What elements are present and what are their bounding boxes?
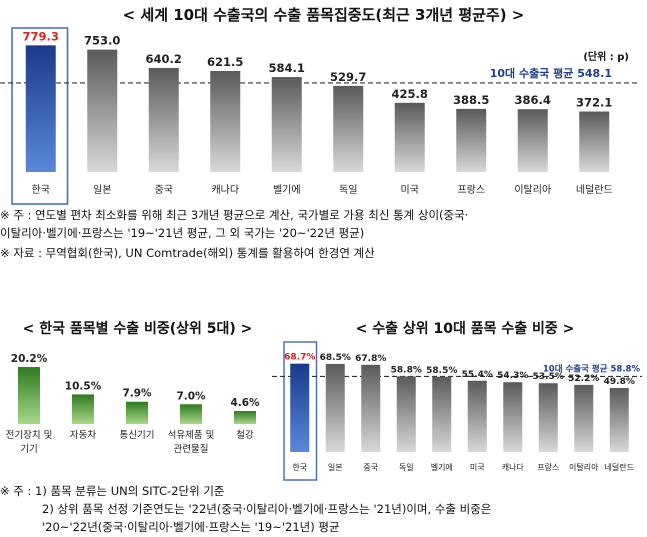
value-label-3: 58.8% xyxy=(391,365,422,375)
value-label-6: 425.8 xyxy=(392,87,428,101)
bar-2 xyxy=(126,401,148,424)
value-label-2: 67.8% xyxy=(355,354,386,364)
category-label-4: 벨기에 xyxy=(431,462,453,472)
value-label-7: 53.5% xyxy=(533,372,564,382)
bar-5 xyxy=(467,380,487,452)
value-label-0: 68.7% xyxy=(284,353,315,363)
korea-items-chart: 20.2% 전기장치 및기기 10.5% 자동차 7.9% 통신기기 7.0% 석유제품 및관… xyxy=(6,353,260,455)
value-label-4: 4.6% xyxy=(230,397,260,409)
bar-4 xyxy=(234,411,256,424)
bar-4 xyxy=(432,376,452,452)
value-label-0: 779.3 xyxy=(23,29,59,43)
value-label-5: 529.7 xyxy=(330,70,366,84)
footnote-2: 2) 상위 품목 선정 기준연도는 '22년(중국·이탈리아·벨기에·프랑스는 … xyxy=(42,502,492,516)
top-note-3: ※ 자료 : 무역협회(한국), UN Comtrade(해외) 통계를 활용하… xyxy=(0,246,375,260)
value-label-1: 10.5% xyxy=(65,380,102,392)
value-label-6: 54.3% xyxy=(497,371,528,381)
highlight-box xyxy=(11,27,69,205)
category-label-7: 프랑스 xyxy=(537,462,559,472)
average-label: 10대 수출국 평균 58.8% xyxy=(543,363,641,374)
category-label-4: 벨기에 xyxy=(273,184,301,196)
category-label-9: 네덜란드 xyxy=(576,184,613,196)
value-label-9: 49.8% xyxy=(604,377,635,387)
category-label-9: 네덜란드 xyxy=(605,462,634,472)
category-label-0: 한국 xyxy=(32,184,50,196)
bar-7 xyxy=(538,383,558,452)
category-label-2: 중국 xyxy=(363,463,378,472)
category-label-5: 독일 xyxy=(339,184,357,196)
category-label-8: 이탈리아 xyxy=(514,183,551,196)
category-label-1: 일본 xyxy=(93,184,111,196)
bar-5 xyxy=(333,85,364,172)
bar-6 xyxy=(394,102,425,172)
value-label-3: 621.5 xyxy=(207,55,243,69)
value-label-3: 7.0% xyxy=(176,390,206,402)
category-label-0-line-1: 기기 xyxy=(20,444,37,455)
value-label-0: 20.2% xyxy=(11,353,48,365)
bar-3 xyxy=(396,376,416,452)
bar-1 xyxy=(325,363,345,452)
value-label-2: 7.9% xyxy=(122,388,152,400)
value-label-8: 386.4 xyxy=(515,93,551,107)
bar-7 xyxy=(456,108,487,172)
top-chart-title: < 세계 10대 수출국의 수출 품목집중도(최근 3개년 평균주) > xyxy=(122,6,525,24)
bar-0 xyxy=(18,367,40,424)
value-label-1: 753.0 xyxy=(84,34,120,48)
bar-8 xyxy=(517,109,548,172)
bar-3 xyxy=(210,71,241,172)
bar-4 xyxy=(271,77,302,172)
category-label-7: 프랑스 xyxy=(457,184,485,196)
top-note-2: 이탈리아·벨기에·프랑스는 '19~'21년 평균, 그 외 국가는 '20~'… xyxy=(0,226,365,240)
bar-9 xyxy=(609,387,629,452)
value-label-9: 372.1 xyxy=(576,96,612,110)
category-label-0: 한국 xyxy=(292,463,307,472)
bar-9 xyxy=(579,111,610,172)
highlight-box xyxy=(283,341,318,481)
bar-0 xyxy=(290,363,310,452)
value-label-4: 584.1 xyxy=(269,61,305,75)
category-label-8: 이탈리아 xyxy=(569,462,599,472)
bar-2 xyxy=(361,364,381,452)
category-label-3-line-1: 관련물질 xyxy=(174,443,209,455)
category-label-0-line-0: 전기장치 및 xyxy=(6,429,53,441)
value-label-1: 68.5% xyxy=(320,353,351,363)
value-label-8: 52.2% xyxy=(568,374,599,384)
top-note-1: ※ 주 : 연도별 편차 최소화를 위해 최근 3개년 평균으로 계산, 국가별… xyxy=(0,208,469,222)
category-label-2: 중국 xyxy=(155,184,173,196)
bar-1 xyxy=(72,394,94,424)
value-label-5: 55.4% xyxy=(462,370,493,380)
category-label-5: 미국 xyxy=(470,463,485,472)
average-label: 10대 수출국 평균 548.1 xyxy=(490,66,612,80)
bar-2 xyxy=(148,67,179,172)
bar-1 xyxy=(87,49,118,173)
category-label-3-line-0: 석유제품 및 xyxy=(168,429,215,441)
value-label-2: 640.2 xyxy=(146,52,182,66)
bottom-left-title: < 한국 품목별 수출 비중(상위 5대) > xyxy=(22,321,253,337)
top-unit-label: (단위 : p) xyxy=(583,52,629,63)
value-label-7: 388.5 xyxy=(453,93,489,107)
bar-6 xyxy=(503,382,523,452)
category-label-3: 캐나다 xyxy=(211,184,239,196)
footnote-1: ※ 주 : 1) 품목 분류는 UN의 SITC-2단위 기준 xyxy=(0,484,225,498)
category-label-6: 캐나다 xyxy=(502,463,525,472)
category-label-3: 독일 xyxy=(399,463,414,472)
bar-8 xyxy=(574,384,594,452)
top10-share-chart: 10대 수출국 평균 58.8% 68.7% 한국 68.5% 일본 67.8% 중국 58.… xyxy=(272,341,642,481)
top-concentration-chart: 10대 수출국 평균 548.1 779.3 한국 753.0 일본 640.2 중국 621… xyxy=(0,27,640,205)
category-label-6: 미국 xyxy=(401,184,419,196)
category-label-4: 철강 xyxy=(236,430,254,441)
bottom-right-title: < 수출 상위 10대 품목 수출 비중 > xyxy=(355,321,575,337)
bar-3 xyxy=(180,404,202,424)
category-label-1: 자동차 xyxy=(70,429,96,441)
category-label-2: 통신기기 xyxy=(120,430,155,441)
bar-0 xyxy=(25,45,56,172)
footnote-3: '20~'22년(중국·이탈리아·벨기에·프랑스는 '19~'21년) 평균 xyxy=(42,520,340,534)
category-label-1: 일본 xyxy=(328,463,343,472)
value-label-4: 58.5% xyxy=(426,366,457,376)
